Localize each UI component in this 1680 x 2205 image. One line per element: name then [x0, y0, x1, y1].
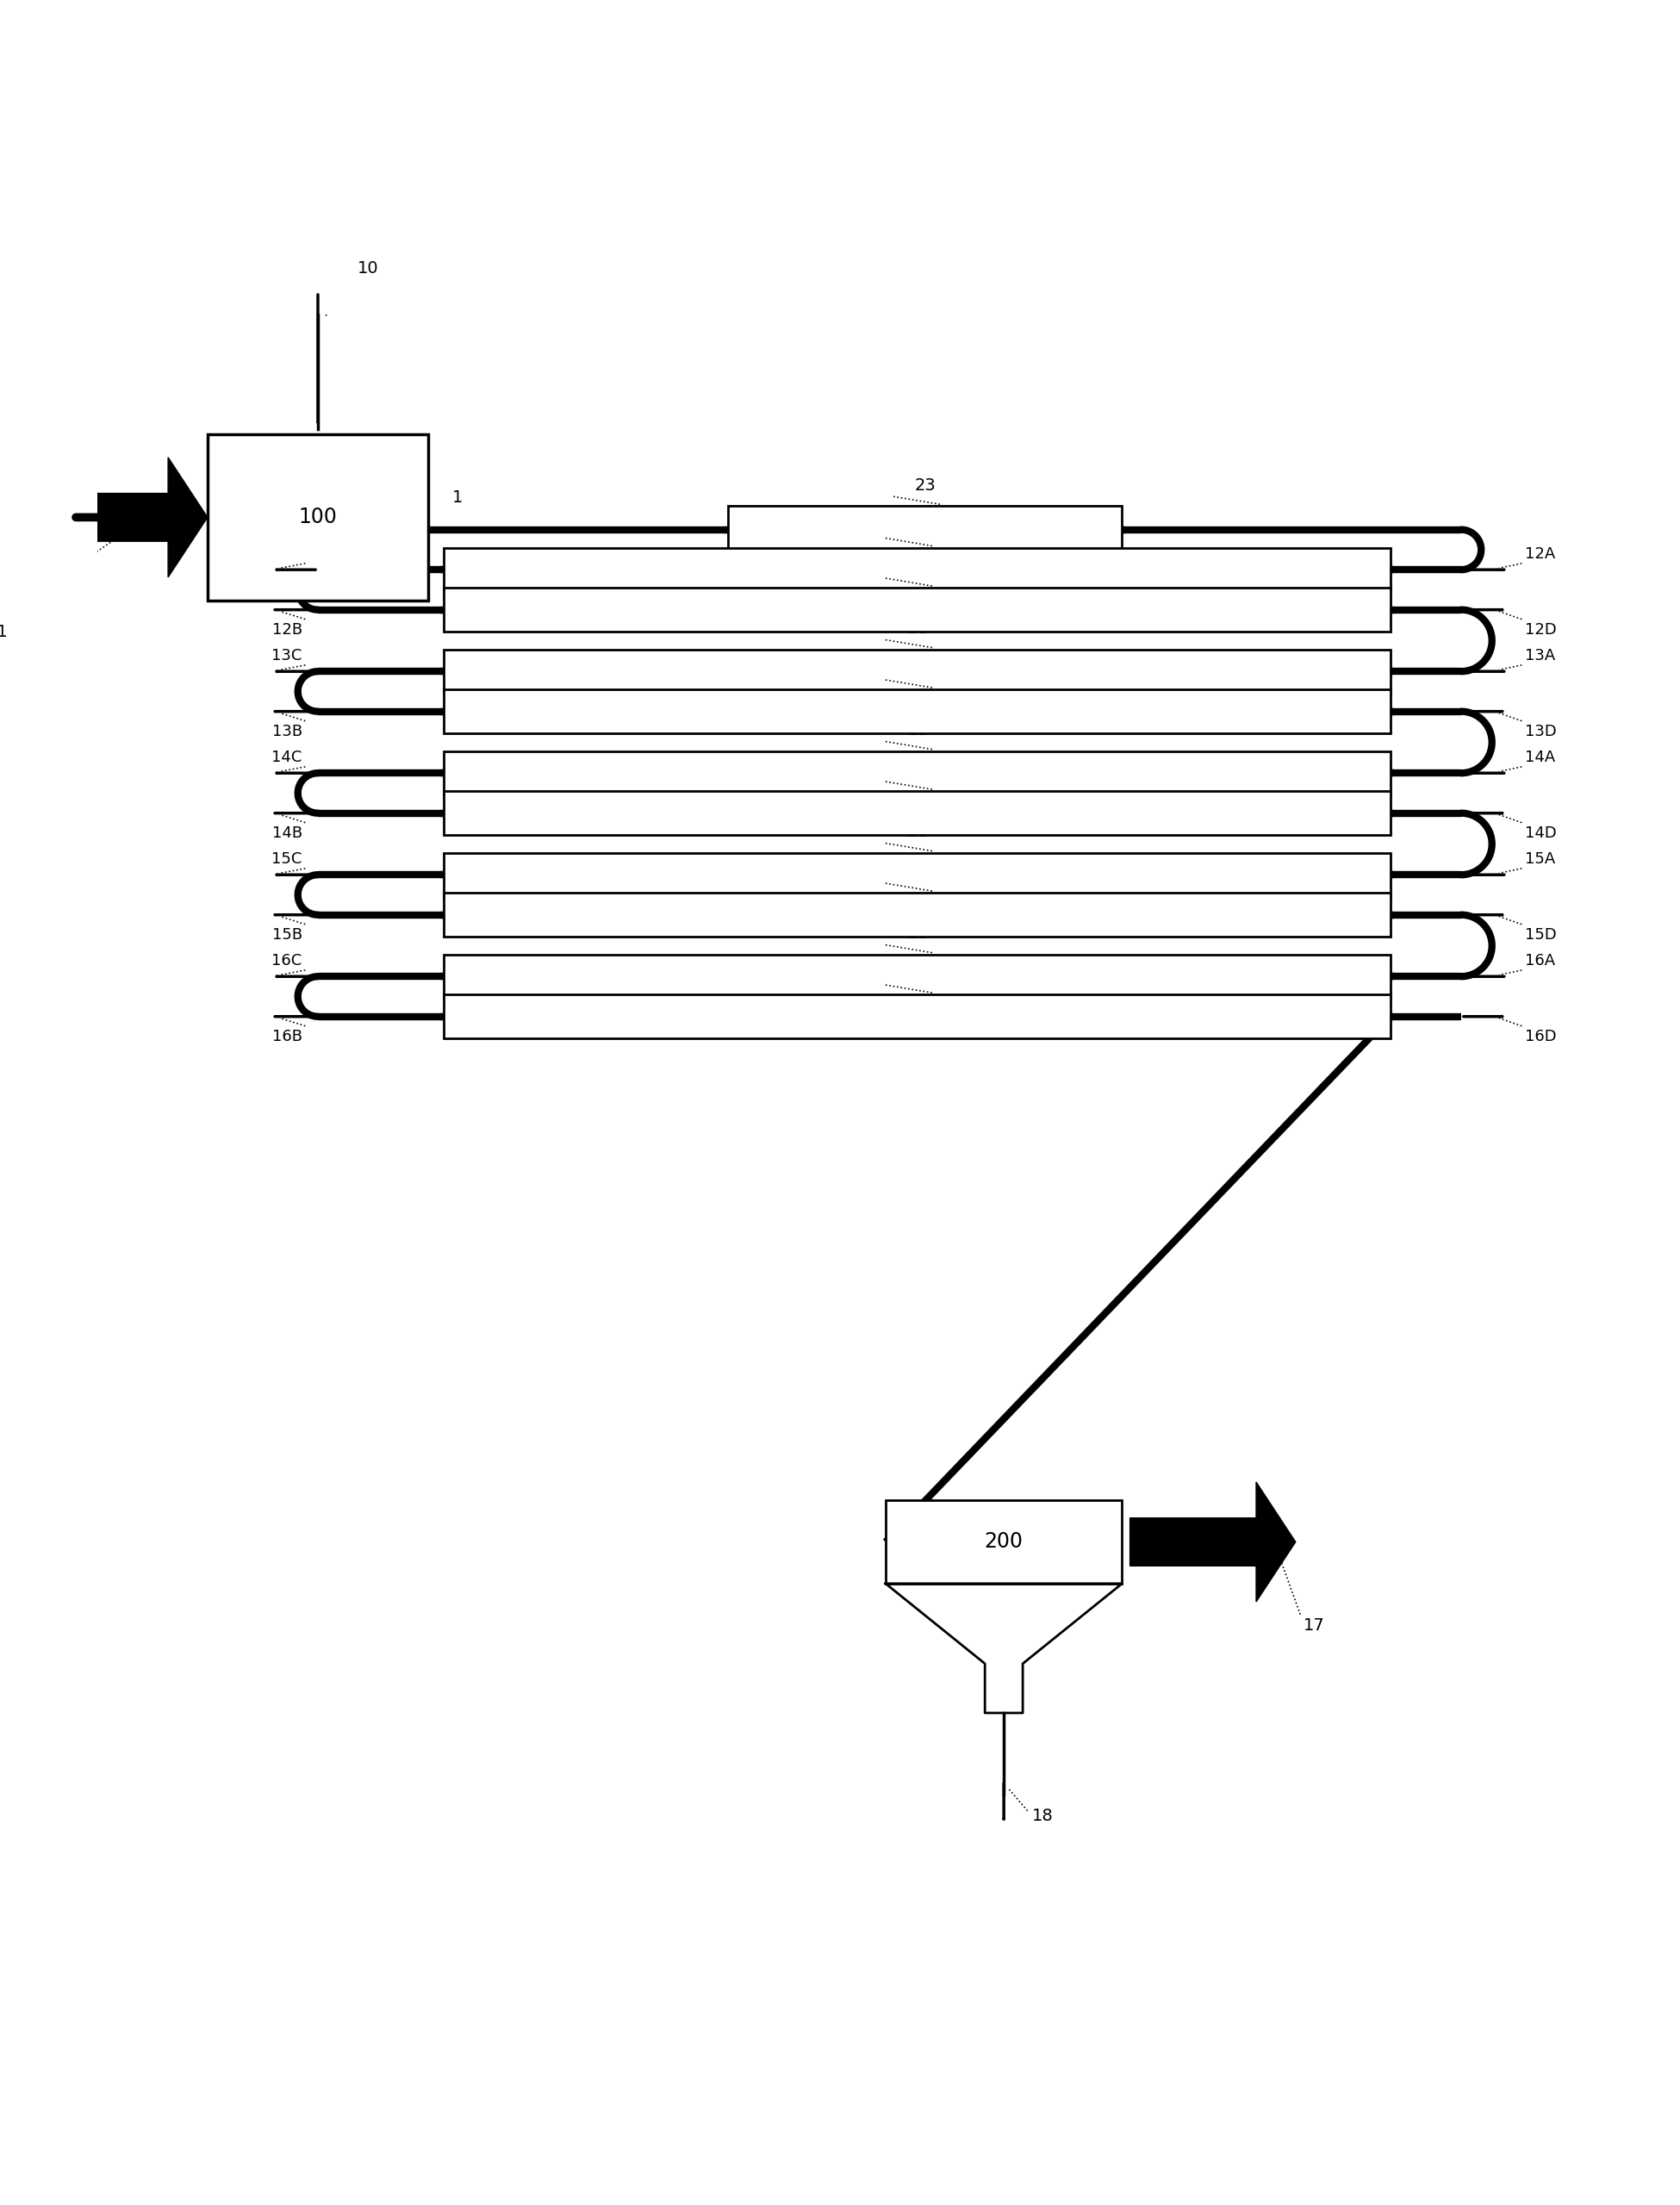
Bar [444, 690, 1389, 734]
Text: 16A: 16A [1525, 953, 1556, 968]
Text: 15A: 15A [1525, 851, 1556, 867]
Bar [885, 1499, 1122, 1583]
Bar [444, 853, 1389, 897]
Text: 15D: 15D [1525, 928, 1556, 944]
Polygon shape [74, 456, 208, 578]
Text: 12C: 12C [272, 547, 302, 562]
Text: 17: 17 [1304, 1618, 1326, 1634]
Text: 23: 23 [914, 476, 936, 494]
Text: 16B: 16B [272, 1030, 302, 1045]
Bar [444, 955, 1389, 999]
Text: 10: 10 [358, 260, 378, 276]
Bar [444, 648, 1389, 695]
Bar [444, 792, 1389, 836]
Text: 100: 100 [299, 507, 338, 527]
Text: 21: 21 [907, 721, 927, 739]
Text: 13A: 13A [1525, 648, 1556, 664]
Text: 14C: 14C [272, 750, 302, 765]
Text: 22: 22 [907, 659, 927, 677]
Text: 1: 1 [452, 490, 462, 505]
Text: 21: 21 [907, 825, 927, 840]
Text: 16D: 16D [1525, 1030, 1556, 1045]
Bar [444, 752, 1389, 796]
Text: 15B: 15B [272, 928, 302, 944]
Text: 13D: 13D [1525, 723, 1556, 739]
Text: 22: 22 [907, 558, 927, 576]
Text: 18: 18 [1032, 1808, 1053, 1824]
Text: 12A: 12A [1525, 547, 1556, 562]
Bar [444, 893, 1389, 937]
Text: 22: 22 [907, 763, 927, 778]
Text: 21: 21 [907, 926, 927, 942]
Text: 13C: 13C [272, 648, 302, 664]
Text: 14A: 14A [1525, 750, 1556, 765]
Text: 21: 21 [907, 518, 927, 536]
Text: 200: 200 [984, 1532, 1023, 1552]
Text: 16C: 16C [272, 953, 302, 968]
Text: 12B: 12B [272, 622, 302, 637]
Bar [444, 589, 1389, 633]
Bar [727, 505, 1122, 553]
Bar [444, 994, 1389, 1039]
Text: 14B: 14B [272, 825, 302, 842]
Text: 21: 21 [907, 620, 927, 637]
Text: 22: 22 [907, 966, 927, 981]
Text: 12D: 12D [1525, 622, 1556, 637]
Text: 14D: 14D [1525, 825, 1556, 842]
Polygon shape [1131, 1482, 1295, 1601]
Text: 11: 11 [0, 624, 8, 639]
Text: 15C: 15C [272, 851, 302, 867]
Text: 22: 22 [907, 864, 927, 880]
Bar [444, 547, 1389, 591]
Text: 13B: 13B [272, 723, 302, 739]
Bar [208, 434, 428, 600]
